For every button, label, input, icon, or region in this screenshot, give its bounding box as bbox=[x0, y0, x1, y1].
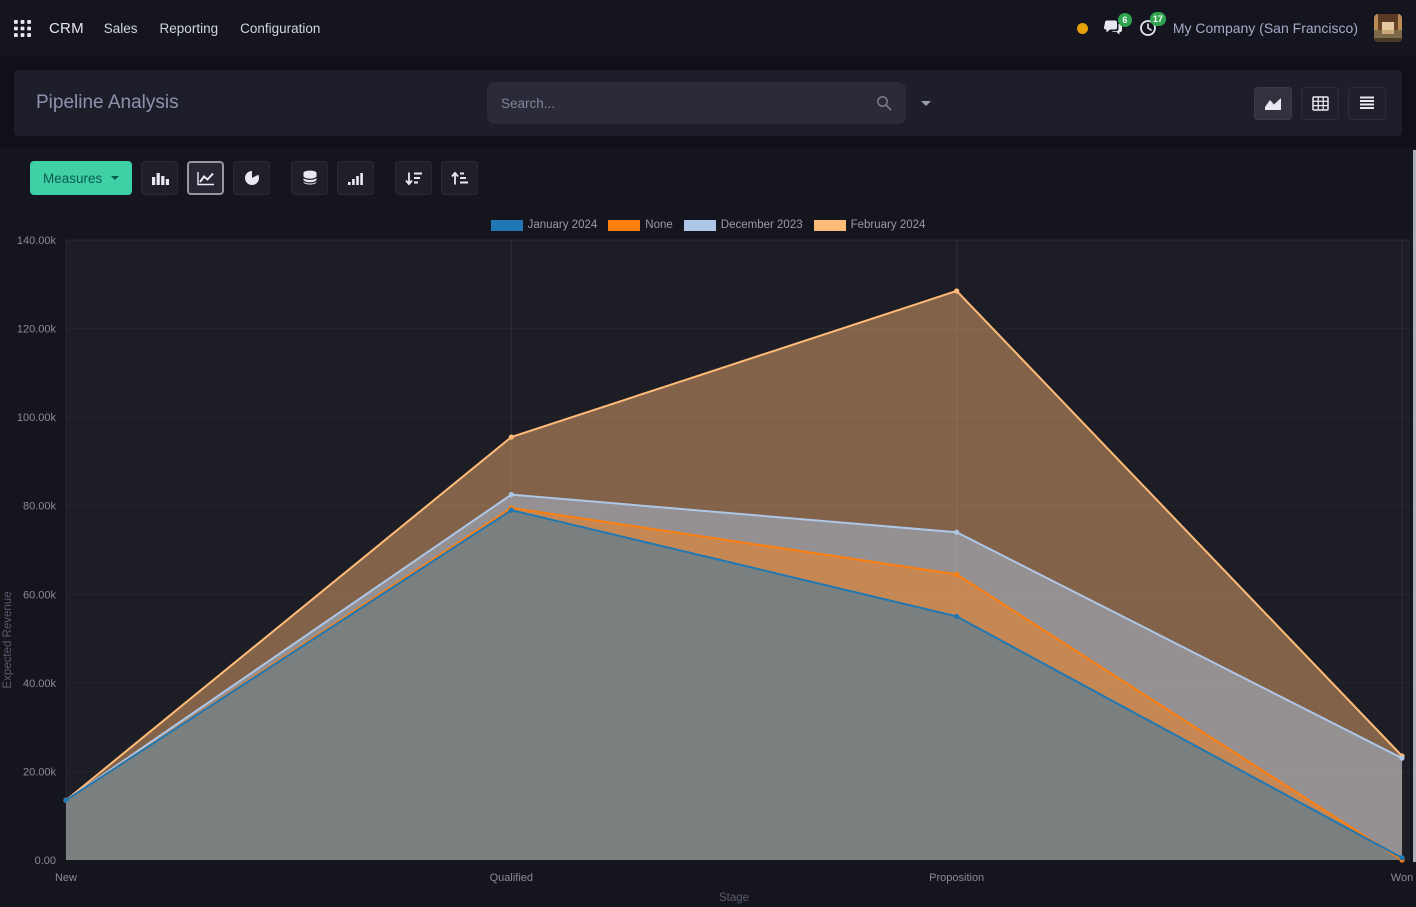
pivot-table-icon bbox=[1311, 95, 1329, 111]
svg-text:100.00k: 100.00k bbox=[17, 412, 57, 424]
navbar: CRM Sales Reporting Configuration 6 17 M… bbox=[0, 0, 1416, 56]
messages-icon[interactable]: 6 bbox=[1103, 13, 1132, 36]
svg-text:0.00: 0.00 bbox=[35, 855, 56, 867]
menu-sales[interactable]: Sales bbox=[103, 20, 138, 36]
legend-item[interactable]: January 2024 bbox=[490, 219, 597, 231]
search-icon bbox=[877, 96, 892, 111]
svg-text:Qualified: Qualified bbox=[490, 872, 533, 884]
pie-chart-icon bbox=[244, 170, 259, 185]
user-avatar[interactable] bbox=[1374, 14, 1402, 42]
svg-text:Stage: Stage bbox=[719, 892, 749, 904]
line-chart-button[interactable] bbox=[187, 161, 225, 195]
view-switcher bbox=[1254, 86, 1386, 120]
pivot-view-button[interactable] bbox=[1301, 86, 1339, 120]
search-bar[interactable] bbox=[487, 82, 906, 124]
status-dot-icon bbox=[1076, 22, 1088, 34]
list-view-button[interactable] bbox=[1348, 86, 1386, 120]
page-title: Pipeline Analysis bbox=[36, 92, 179, 113]
sort-descending-button[interactable] bbox=[395, 161, 433, 195]
stacked-toggle-button[interactable] bbox=[291, 161, 329, 195]
legend-swatch bbox=[813, 219, 846, 231]
cumulative-toggle-button[interactable] bbox=[337, 161, 375, 195]
line-chart-icon bbox=[197, 171, 214, 185]
menu-configuration[interactable]: Configuration bbox=[240, 20, 321, 36]
legend-swatch bbox=[683, 219, 716, 231]
list-icon bbox=[1360, 96, 1374, 109]
activities-badge: 17 bbox=[1149, 12, 1166, 26]
systray: 6 17 My Company (San Francisco) bbox=[1076, 12, 1402, 42]
app-brand[interactable]: CRM bbox=[49, 19, 84, 37]
control-panel: Pipeline Analysis bbox=[14, 70, 1402, 136]
bar-chart-button[interactable] bbox=[141, 161, 179, 195]
svg-text:60.00k: 60.00k bbox=[23, 589, 57, 601]
legend-swatch bbox=[608, 219, 641, 231]
messages-badge: 6 bbox=[1117, 13, 1132, 27]
apps-grid-icon[interactable] bbox=[14, 19, 31, 37]
search-input[interactable] bbox=[501, 95, 868, 111]
svg-text:20.00k: 20.00k bbox=[23, 766, 57, 778]
svg-text:40.00k: 40.00k bbox=[23, 678, 57, 690]
sort-ascending-button[interactable] bbox=[441, 161, 479, 195]
area-chart-icon bbox=[1264, 97, 1281, 110]
pie-chart-button[interactable] bbox=[233, 161, 271, 195]
menu-reporting[interactable]: Reporting bbox=[159, 20, 219, 36]
graph-toolbar: Measures bbox=[0, 161, 1416, 195]
measures-button[interactable]: Measures bbox=[30, 161, 133, 195]
graph-view-button[interactable] bbox=[1254, 86, 1292, 120]
search-options-toggle[interactable] bbox=[914, 92, 938, 114]
svg-text:Proposition: Proposition bbox=[929, 872, 984, 884]
graph-view-container: Measures bbox=[0, 148, 1416, 907]
chart-legend: January 2024 None December 2023 February… bbox=[0, 218, 1416, 232]
activities-clock-icon[interactable]: 17 bbox=[1139, 12, 1166, 37]
sort-desc-icon bbox=[405, 172, 423, 185]
svg-text:140.00k: 140.00k bbox=[17, 235, 57, 247]
chevron-down-icon bbox=[111, 176, 120, 180]
legend-swatch bbox=[490, 219, 523, 231]
svg-text:New: New bbox=[55, 872, 77, 884]
signal-bars-icon bbox=[348, 172, 364, 185]
bar-chart-icon bbox=[151, 172, 169, 185]
company-switcher[interactable]: My Company (San Francisco) bbox=[1172, 20, 1358, 36]
pipeline-chart: 0.00 20.00k 40.00k 60.00k 80.00k 100.00k 120.0… bbox=[2, 235, 1413, 904]
sort-asc-icon bbox=[451, 171, 469, 184]
legend-item[interactable]: None bbox=[608, 219, 673, 231]
legend-item[interactable]: December 2023 bbox=[683, 219, 803, 231]
chevron-down-icon bbox=[921, 100, 931, 106]
svg-text:80.00k: 80.00k bbox=[23, 501, 57, 513]
svg-text:120.00k: 120.00k bbox=[17, 324, 57, 336]
legend-item[interactable]: February 2024 bbox=[813, 219, 925, 231]
svg-text:Won: Won bbox=[1391, 872, 1413, 884]
svg-text:Expected Revenue: Expected Revenue bbox=[2, 591, 14, 688]
scrollbar[interactable] bbox=[1413, 150, 1416, 862]
database-icon bbox=[302, 170, 317, 185]
